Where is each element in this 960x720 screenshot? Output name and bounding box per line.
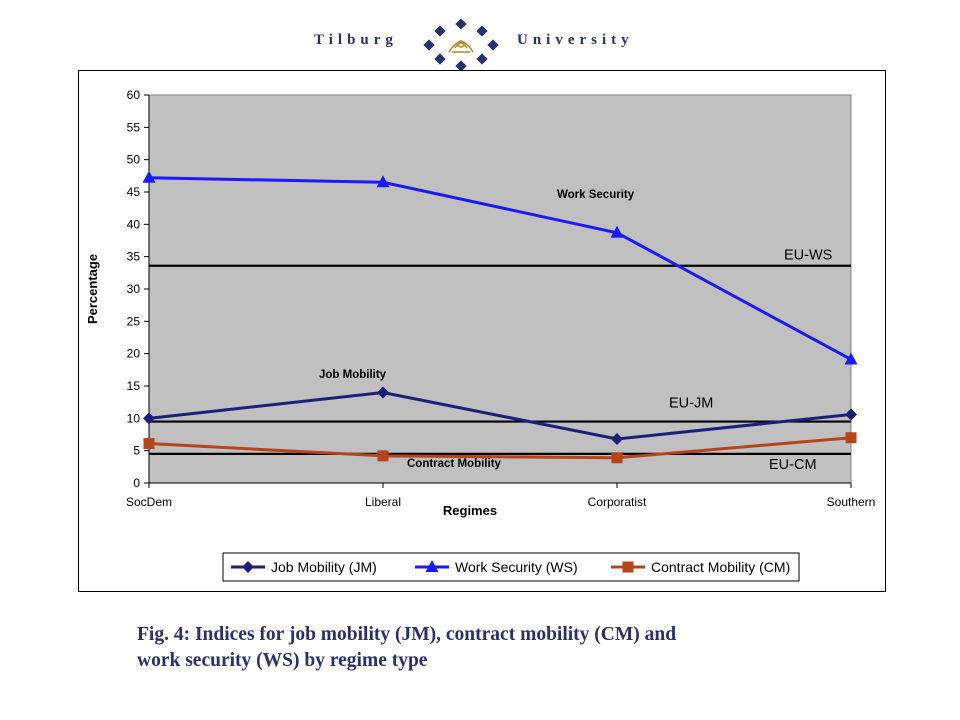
y-tick-label: 60 <box>127 88 141 102</box>
legend-job-mobility-label: Job Mobility (JM) <box>271 559 377 575</box>
reference-label-eu-cm: EU-CM <box>769 457 817 473</box>
y-tick-label: 45 <box>127 185 141 199</box>
figure-caption: Fig. 4: Indices for job mobility (JM), c… <box>137 622 897 674</box>
y-tick-label: 15 <box>127 379 141 393</box>
annotation-work-security: Work Security <box>557 189 635 201</box>
x-tick-label-southern: Southern <box>827 495 876 509</box>
logo-diamond-bottom-left <box>434 53 446 65</box>
logo-diamond-top-left <box>434 25 446 37</box>
legend-contract-mobility-label: Contract Mobility (CM) <box>651 559 790 575</box>
y-tick-label: 0 <box>133 476 140 490</box>
x-axis-title: Regimes <box>443 503 497 518</box>
university-logo <box>423 18 499 72</box>
legend-work-security-label: Work Security (WS) <box>455 559 578 575</box>
brand-left-text: Tilburg <box>314 32 398 48</box>
job-mobility-point <box>143 412 155 425</box>
logo-diamond-top <box>455 18 467 30</box>
x-tick-label-liberal: Liberal <box>365 495 401 509</box>
caption-line-1: Fig. 4: Indices for job mobility (JM), c… <box>137 624 677 645</box>
work-security-point <box>610 225 624 238</box>
y-tick-label: 55 <box>127 120 141 134</box>
job-mobility-line <box>148 390 852 441</box>
job-mobility-point <box>377 386 389 399</box>
contract-mobility-point <box>143 438 155 450</box>
annotation-contract-mobility: Contract Mobility <box>407 458 502 470</box>
annotation-job-mobility: Job Mobility <box>319 369 387 381</box>
work-security-point <box>376 175 390 188</box>
job-mobility-point <box>845 408 857 421</box>
header: Tilburg University <box>0 18 960 74</box>
logo-emblem <box>448 40 474 53</box>
brand-right-text: University <box>517 32 634 48</box>
x-tick-label-corporatist: Corporatist <box>588 495 647 509</box>
reference-label-eu-ws: EU-WS <box>784 248 832 264</box>
y-tick-label: 30 <box>127 282 141 296</box>
y-tick-label: 40 <box>127 217 141 231</box>
legend-box <box>222 552 800 582</box>
y-tick-label: 5 <box>133 444 140 458</box>
reference-label-eu-jm: EU-JM <box>669 396 713 412</box>
job-mobility-point <box>611 433 623 446</box>
work-security-line <box>148 176 852 361</box>
plot-area <box>148 94 852 484</box>
line-chart: 0 5 10 15 20 25 30 35 40 45 50 55 60 SocDem Liberal Cor… <box>85 88 876 582</box>
legend-contract-mobility-marker <box>622 561 634 573</box>
chart-frame: 0 5 10 15 20 25 30 35 40 45 50 55 60 SocDem Liberal Cor… <box>78 70 886 592</box>
legend-job-mobility-marker <box>242 561 254 573</box>
logo-diamond-left <box>423 39 435 51</box>
contract-mobility-point <box>611 452 623 464</box>
work-security-point <box>142 170 156 183</box>
contract-mobility-point <box>377 450 389 462</box>
y-tick-label: 50 <box>127 153 141 167</box>
x-tick-label-socdem: SocDem <box>126 495 172 509</box>
caption-line-2: work security (WS) by regime type <box>137 650 428 671</box>
work-security-point <box>844 352 858 365</box>
y-tick-label: 25 <box>127 314 141 328</box>
logo-diamond-bottom-right <box>476 53 488 65</box>
y-tick-label: 20 <box>127 347 141 361</box>
contract-mobility-point <box>845 432 857 444</box>
y-axis-title: Percentage <box>85 254 100 324</box>
contract-mobility-line <box>148 436 852 460</box>
legend-work-security-marker <box>425 560 439 572</box>
y-tick-label: 35 <box>127 250 141 264</box>
y-tick-label: 10 <box>127 411 141 425</box>
logo-diamond-top-right <box>476 25 488 37</box>
logo-diamond-right <box>487 39 499 51</box>
